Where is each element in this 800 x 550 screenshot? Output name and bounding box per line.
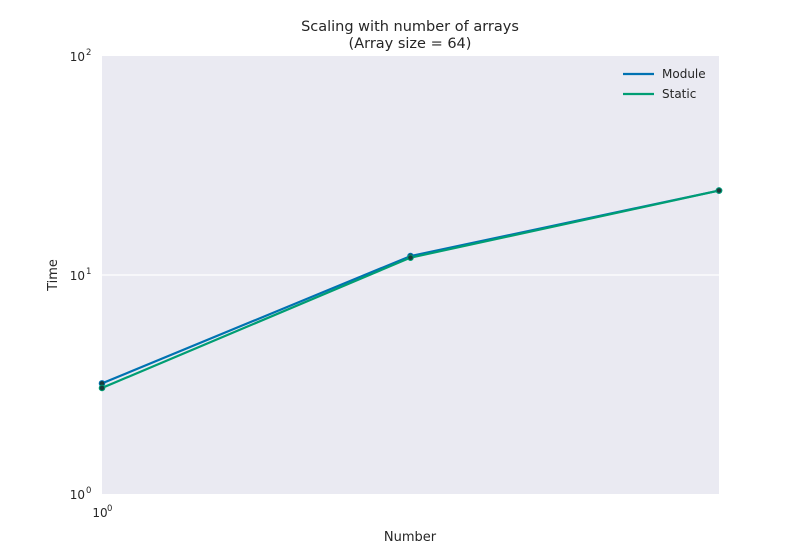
legend-label: Static — [662, 87, 696, 101]
y-tick-exponent: 0 — [86, 486, 91, 496]
legend-label: Module — [662, 67, 706, 81]
y-tick-label: 10 — [70, 488, 85, 502]
x-tick-exponent: 0 — [107, 504, 112, 514]
data-point — [98, 384, 106, 392]
y-tick-label: 10 — [70, 50, 85, 64]
x-tick-label: 10 — [92, 506, 107, 520]
series-markers — [98, 187, 723, 392]
data-point — [715, 187, 723, 194]
legend: Module Static — [623, 67, 706, 101]
y-tick-label: 10 — [70, 269, 85, 283]
y-tick-exponent: 1 — [86, 267, 91, 277]
y-axis-label: Time — [46, 259, 61, 292]
x-ticks: 10 0 — [92, 504, 112, 520]
chart-title: Scaling with number of arrays — [301, 19, 519, 35]
x-axis-label: Number — [384, 530, 437, 545]
data-point — [407, 254, 414, 261]
chart-subtitle: (Array size = 64) — [349, 36, 472, 52]
y-tick-exponent: 2 — [86, 48, 91, 58]
